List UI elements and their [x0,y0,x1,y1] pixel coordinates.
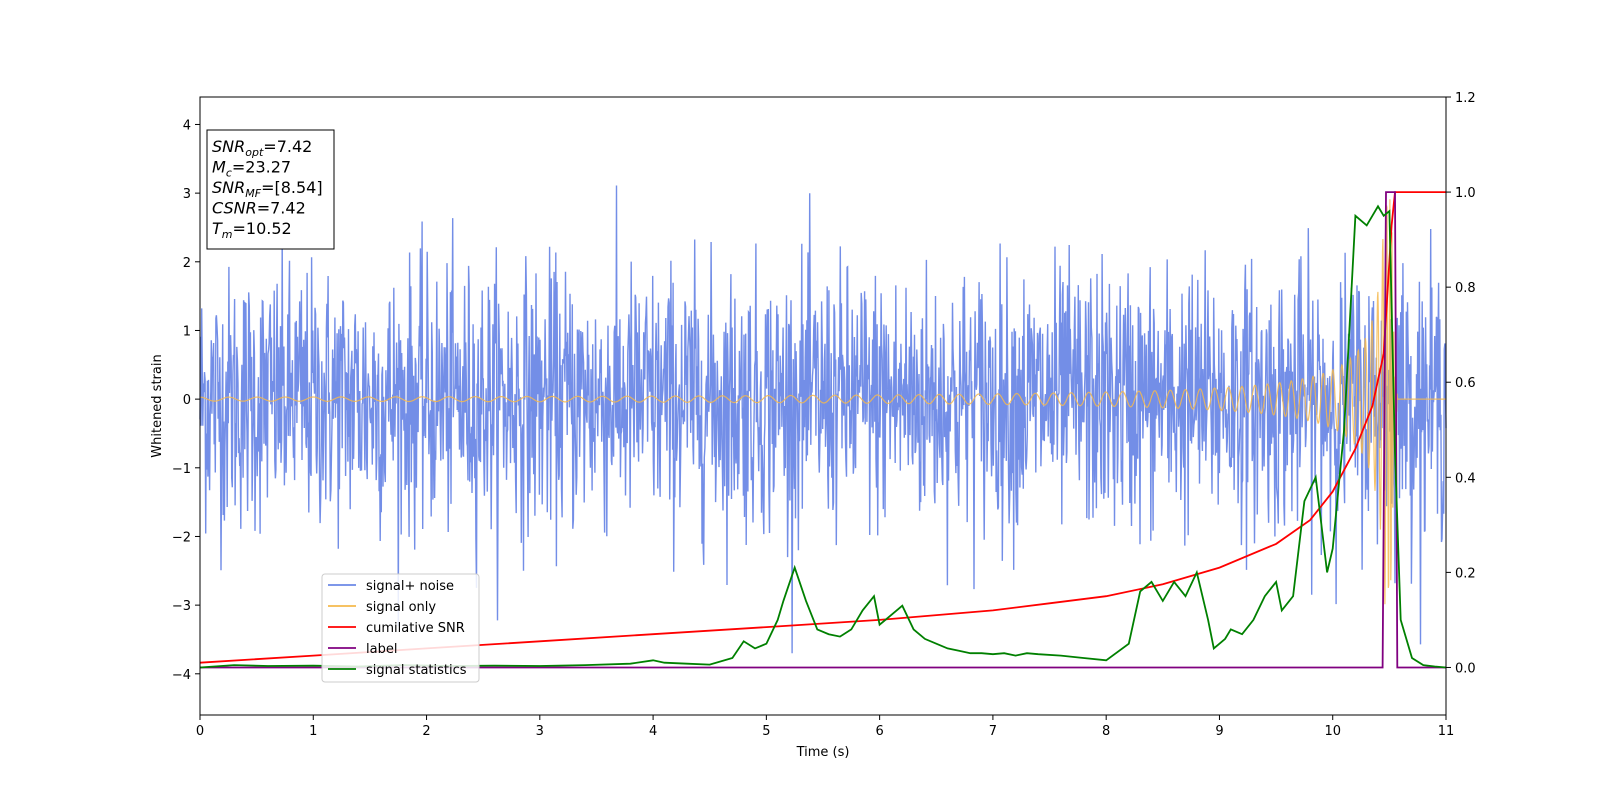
y-tick-label: 1 [183,324,191,339]
y-tick-label: 0 [183,393,191,408]
y-tick-label: 3 [183,187,191,202]
legend-entry: signal only [366,600,436,615]
x-tick-label: 10 [1324,724,1341,739]
axes-frame [199,96,1447,716]
series-label [200,191,1446,669]
y-axis-label: Whitened strain [150,354,165,457]
legend-entry: label [366,642,397,657]
x-tick-label: 5 [762,724,770,739]
series-cumulative-snr [199,191,1446,664]
annotation-line: CSNR=7.42 [212,199,306,218]
x-tick-label: 3 [536,724,544,739]
plot-area [199,185,1447,669]
y2-tick-label: 1.0 [1455,186,1476,201]
series-signal-only [200,199,1446,605]
annotation-line: SNRMF=[8.54] [212,178,323,200]
x-axis-label: Time (s) [796,745,850,760]
y2-tick-label: 0.4 [1455,471,1476,486]
series-signal-statistics [199,204,1447,669]
x-tick-label: 7 [989,724,997,739]
y-tick-label: −1 [172,462,191,477]
x-tick-label: 9 [1215,724,1223,739]
x-tick-label: 1 [309,724,317,739]
annotation-box: SNRopt=7.42Mc=23.27SNRMF=[8.54]CSNR=7.42… [206,129,335,250]
y-tick-label: 2 [183,256,191,271]
y2-tick-label: 0.6 [1455,376,1476,391]
legend-frame [321,573,480,683]
x-tick-label: 8 [1102,724,1110,739]
y2-tick-label: 0.0 [1455,661,1476,676]
y-tick-label: −2 [172,530,191,545]
y2-tick-label: 1.2 [1455,91,1476,106]
legend-entry: signal+ noise [366,579,454,594]
annotation-line: Mc=23.27 [212,158,291,180]
x-tick-label: 4 [649,724,657,739]
y-tick-label: 4 [183,118,191,133]
y2-tick-label: 0.8 [1455,281,1476,296]
x-tick-label: 2 [422,724,430,739]
legend-entry: signal statistics [366,663,467,678]
annotation-line: SNRopt=7.42 [212,137,312,159]
legend-entry: cumilative SNR [366,621,465,636]
legend: signal+ noise signal only cumilative SNR la… [321,573,480,683]
x-tick-label: 0 [196,724,204,739]
x-axis: 0 1 2 3 4 5 6 7 8 9 10 11 [196,715,1454,739]
y-axis-right: 0.0 0.2 0.4 0.6 0.8 1.0 1.2 [1446,91,1476,676]
y2-tick-label: 0.2 [1455,566,1476,581]
x-tick-label: 6 [875,724,883,739]
y-tick-label: −4 [172,668,191,683]
annotation-frame [206,129,335,250]
series-signal-noise [199,185,1447,654]
y-tick-label: −3 [172,599,191,614]
y-axis-left: −4 −3 −2 −1 0 1 2 3 4 [172,118,200,683]
x-tick-label: 11 [1438,724,1455,739]
annotation-line: Tm=10.52 [212,219,292,241]
